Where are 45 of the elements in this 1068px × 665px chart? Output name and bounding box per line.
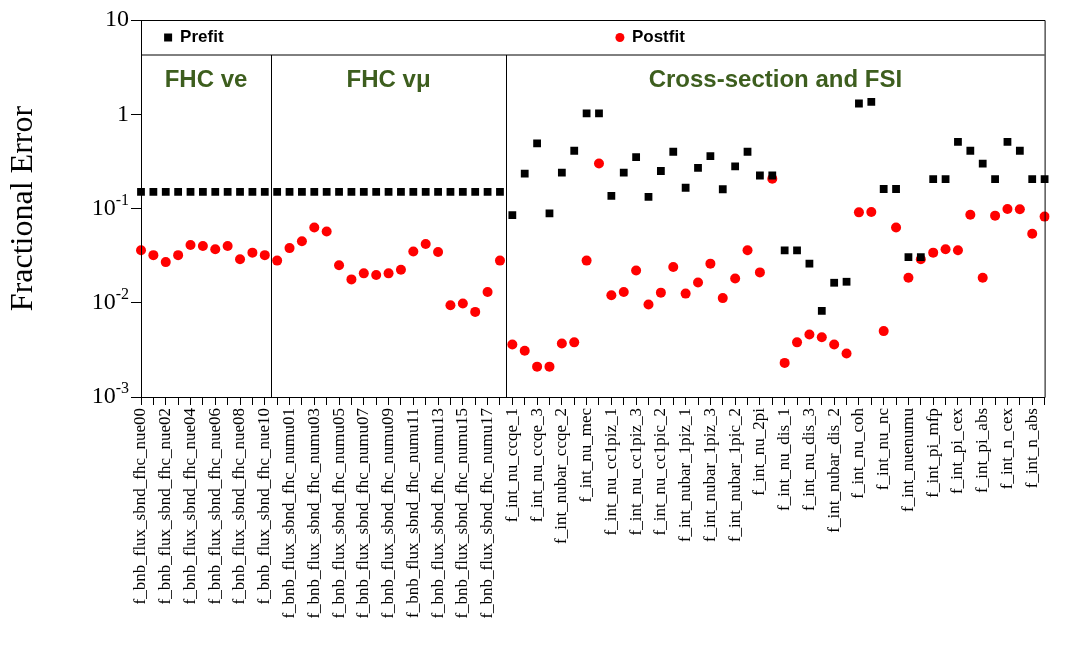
x-tick-label: f_bnb_flux_sbnd_fhc_nue00 — [130, 408, 150, 605]
x-tick-label: f_int_nu_dis_1 — [774, 408, 794, 511]
x-tick-label: f_bnb_flux_sbnd_fhc_nue04 — [179, 407, 199, 605]
x-tick-label: f_int_nu_coh — [848, 407, 868, 499]
y-tick-label: 1 — [117, 99, 129, 126]
x-tick-label: f_bnb_flux_sbnd_fhc_numu17 — [477, 407, 497, 619]
x-tick-label: f_int_nubar_dis_2 — [823, 408, 843, 533]
x-tick-label: f_bnb_flux_sbnd_fhc_numu01 — [279, 408, 299, 619]
x-tick-label: f_bnb_flux_sbnd_fhc_nue10 — [254, 408, 274, 605]
x-tick-label: f_int_nubar_1piz_1 — [675, 408, 695, 543]
annotation: FHC vμ — [346, 64, 431, 92]
y-axis-title: Fractional Error — [2, 105, 39, 312]
x-tick-label: f_int_nu_dis_3 — [798, 408, 818, 511]
x-tick-label: f_bnb_flux_sbnd_fhc_numu09 — [378, 408, 398, 619]
x-tick-label: f_int_nu_2pi — [749, 407, 769, 496]
x-tick-label: f_int_nu_cc1pic_2 — [650, 408, 670, 536]
x-tick-label: f_int_nu_cc1piz_1 — [600, 408, 620, 536]
x-tick-label: f_int_nuenumu — [897, 407, 917, 512]
annotation: Cross-section and FSI — [648, 64, 903, 92]
x-tick-label: f_bnb_flux_sbnd_fhc_numu07 — [353, 407, 373, 619]
x-tick-label: f_int_nubar_ccqe_2 — [551, 408, 571, 544]
legend-label: Prefit — [180, 27, 224, 47]
x-tick-label: f_int_nu_cc1piz_3 — [625, 408, 645, 536]
x-tick-label: f_int_nu_ccqe_1 — [501, 408, 521, 523]
x-tick-label: f_int_pi_cex — [947, 407, 967, 494]
x-tick-label: f_int_pi_mfp — [922, 408, 942, 498]
annotation: FHC ve — [164, 64, 248, 92]
x-tick-label: f_bnb_flux_sbnd_fhc_numu05 — [328, 408, 348, 619]
x-tick-label: f_int_n_abs — [1021, 408, 1041, 489]
x-tick-label: f_bnb_flux_sbnd_fhc_numu03 — [303, 408, 323, 619]
x-tick-label: f_int_n_cex — [996, 407, 1016, 490]
x-tick-label: f_bnb_flux_sbnd_fhc_numu11 — [402, 408, 422, 618]
x-tick-label: f_bnb_flux_sbnd_fhc_nue08 — [229, 408, 249, 605]
x-tick-label: f_int_nu_ccqe_3 — [526, 408, 546, 523]
x-tick-label: f_bnb_flux_sbnd_fhc_nue06 — [204, 408, 224, 605]
x-tick-label: f_int_pi_abs — [972, 408, 992, 493]
x-tick-label: f_int_nubar_1pic_2 — [724, 408, 744, 543]
y-tick-label: 10 — [105, 5, 129, 32]
x-tick-label: f_bnb_flux_sbnd_fhc_numu13 — [427, 408, 447, 619]
x-tick-label: f_int_nu_nc — [873, 407, 893, 491]
x-tick-label: f_bnb_flux_sbnd_fhc_nue02 — [155, 408, 175, 605]
x-tick-label: f_int_nu_mec — [576, 407, 596, 503]
x-tick-label: f_int_nubar_1piz_3 — [699, 408, 719, 543]
legend-label: Postfit — [631, 27, 686, 47]
x-tick-label: f_bnb_flux_sbnd_fhc_numu15 — [452, 408, 472, 619]
